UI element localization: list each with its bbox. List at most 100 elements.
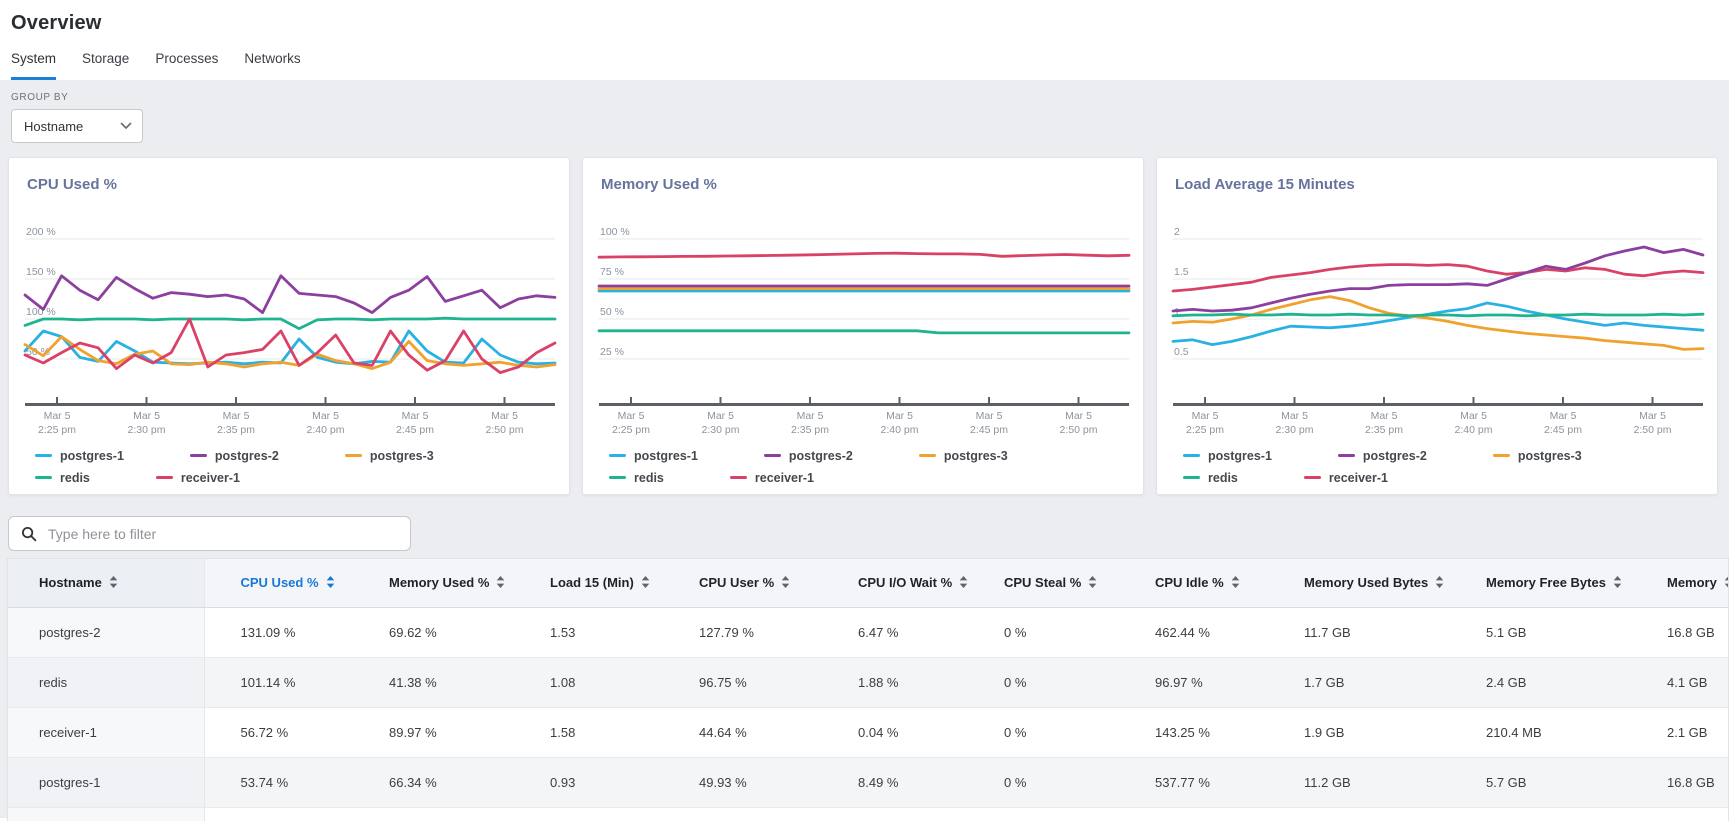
metric-cell: 11.7 GB xyxy=(1268,607,1450,658)
x-tick-label: 2:50 pm xyxy=(486,424,524,436)
chart-title: Load Average 15 Minutes xyxy=(1175,176,1355,193)
chart-card-memory-used: Memory Used % 100 % 75 % 50 % 25 % Mar 5 2:25 … xyxy=(582,157,1144,495)
legend-item-postgres-2[interactable]: postgres-2 xyxy=(189,447,279,464)
legend-item-postgres-3[interactable]: postgres-3 xyxy=(918,447,1008,464)
column-header-label: CPU User % xyxy=(699,575,775,591)
group-by-select[interactable]: Hostname xyxy=(11,109,143,143)
x-tick-label: Mar 5 xyxy=(1281,410,1308,422)
empty-cell xyxy=(968,807,1119,821)
legend-label: postgres-2 xyxy=(788,448,853,463)
column-header-memory-used-bytes[interactable]: Memory Used Bytes xyxy=(1268,559,1450,608)
tab-processes[interactable]: Processes xyxy=(155,51,218,80)
metric-cell: 49.93 % xyxy=(663,757,822,808)
y-axis-label: 100 % xyxy=(26,306,56,318)
empty-cell xyxy=(1268,807,1450,821)
legend-item-postgres-2[interactable]: postgres-2 xyxy=(1337,447,1427,464)
metric-cell: 0 % xyxy=(968,607,1119,658)
legend-item-postgres-1[interactable]: postgres-1 xyxy=(609,447,698,464)
tab-storage[interactable]: Storage xyxy=(82,51,129,80)
legend-swatch xyxy=(1303,476,1321,479)
series-line-postgres-1 xyxy=(1171,301,1705,346)
x-tick-label: 2:25 pm xyxy=(612,424,650,436)
column-header-cpu-i-o-wait[interactable]: CPU I/O Wait % xyxy=(822,559,968,608)
metric-cell: 101.14 % xyxy=(204,657,353,708)
metric-cell: 1.7 GB xyxy=(1268,657,1450,708)
legend-label: postgres-3 xyxy=(1517,448,1582,463)
metric-cell: 53.74 % xyxy=(204,757,353,808)
group-by-value: Hostname xyxy=(24,118,84,134)
metric-cell: 11.2 GB xyxy=(1268,757,1450,808)
table-row-receiver-1[interactable]: receiver-1 56.72 % 89.97 % 1.58 44.64 % 0.04 … xyxy=(8,707,1728,758)
legend-item-redis[interactable]: redis xyxy=(35,469,90,486)
legend-item-postgres-2[interactable]: postgres-2 xyxy=(763,447,853,464)
empty-cell xyxy=(8,807,205,821)
legend-label: postgres-2 xyxy=(1362,448,1427,463)
column-header-memory-free-bytes[interactable]: Memory Free Bytes xyxy=(1450,559,1631,608)
legend-swatch xyxy=(609,476,626,479)
column-header-hostname[interactable]: Hostname xyxy=(8,559,205,608)
legend-item-postgres-3[interactable]: postgres-3 xyxy=(344,447,434,464)
column-header-memory[interactable]: Memory xyxy=(1631,559,1728,608)
column-header-cpu-used[interactable]: CPU Used % xyxy=(204,559,353,608)
legend-item-redis[interactable]: redis xyxy=(609,469,664,486)
sort-icon xyxy=(109,576,118,589)
legend-item-receiver-1[interactable]: receiver-1 xyxy=(1303,469,1388,486)
column-header-memory-used[interactable]: Memory Used % xyxy=(353,559,514,608)
metric-cell: 16.8 GB xyxy=(1631,757,1728,808)
column-header-cpu-steal[interactable]: CPU Steal % xyxy=(968,559,1119,608)
legend-swatch xyxy=(35,476,52,479)
x-tick-label: 2:35 pm xyxy=(217,424,255,436)
metric-cell: 41.38 % xyxy=(353,657,514,708)
table-row-postgres-1[interactable]: postgres-1 53.74 % 66.34 % 0.93 49.93 % 8.49 … xyxy=(8,757,1728,808)
metric-cell: 69.62 % xyxy=(353,607,514,658)
metric-cell: 462.44 % xyxy=(1119,607,1268,658)
x-tick-label: Mar 5 xyxy=(223,410,250,422)
table-row-postgres-2[interactable]: postgres-2 131.09 % 69.62 % 1.53 127.79 % 6.4… xyxy=(8,607,1728,658)
metric-cell: 0.93 xyxy=(514,757,663,808)
legend-swatch xyxy=(763,454,781,457)
x-tick-label: 2:30 pm xyxy=(128,424,166,436)
chart-card-cpu-used: CPU Used % 200 % 150 % 100 % 50 % Mar 5 2:25 p… xyxy=(8,157,570,495)
y-axis-label: 200 % xyxy=(26,226,56,238)
legend-swatch xyxy=(1492,454,1510,457)
legend-swatch xyxy=(189,454,207,457)
chart-card-load-average-15-minutes: Load Average 15 Minutes 2 1.5 1 0.5 Mar 5 2:25… xyxy=(1156,157,1718,495)
filter-input[interactable] xyxy=(46,524,400,543)
filter-box xyxy=(8,516,411,551)
column-header-label: Memory Used Bytes xyxy=(1304,575,1429,591)
empty-cell xyxy=(514,807,663,821)
empty-cell xyxy=(353,807,514,821)
legend-item-receiver-1[interactable]: receiver-1 xyxy=(155,469,240,486)
tab-system[interactable]: System xyxy=(11,51,57,80)
legend-item-postgres-1[interactable]: postgres-1 xyxy=(35,447,124,464)
column-header-load-15-min[interactable]: Load 15 (Min) xyxy=(514,559,663,608)
legend-item-postgres-3[interactable]: postgres-3 xyxy=(1492,447,1582,464)
metric-cell: 0 % xyxy=(968,707,1119,758)
legend-item-postgres-1[interactable]: postgres-1 xyxy=(1183,447,1272,464)
legend-item-receiver-1[interactable]: receiver-1 xyxy=(729,469,814,486)
legend-swatch xyxy=(155,476,173,479)
chart-title: CPU Used % xyxy=(27,176,118,193)
series-line-postgres-2 xyxy=(23,274,557,314)
legend-item-redis[interactable]: redis xyxy=(1183,469,1238,486)
column-header-label: CPU Used % xyxy=(240,575,319,591)
x-tick-label: 2:40 pm xyxy=(1455,424,1493,436)
series-line-receiver-1 xyxy=(1171,263,1705,293)
table-row-redis[interactable]: redis 101.14 % 41.38 % 1.08 96.75 % 1.88 % 0 %… xyxy=(8,657,1728,708)
metric-cell: 56.72 % xyxy=(204,707,353,758)
empty-cell xyxy=(204,807,353,821)
metric-cell: 1.9 GB xyxy=(1268,707,1450,758)
metric-cell: 6.47 % xyxy=(822,607,968,658)
metric-cell: 4.1 GB xyxy=(1631,657,1728,708)
metric-cell: 66.34 % xyxy=(353,757,514,808)
chart-legend: postgres-1 postgres-2 postgres-3 redis recei… xyxy=(609,447,1127,491)
tab-networks[interactable]: Networks xyxy=(244,51,300,80)
hostname-cell: receiver-1 xyxy=(8,707,205,758)
metric-cell: 143.25 % xyxy=(1119,707,1268,758)
column-header-cpu-user[interactable]: CPU User % xyxy=(663,559,822,608)
sort-icon xyxy=(641,576,650,589)
column-header-cpu-idle[interactable]: CPU Idle % xyxy=(1119,559,1268,608)
page-header: Overview System Storage Processes Networks xyxy=(0,0,1729,80)
search-icon xyxy=(22,526,37,541)
